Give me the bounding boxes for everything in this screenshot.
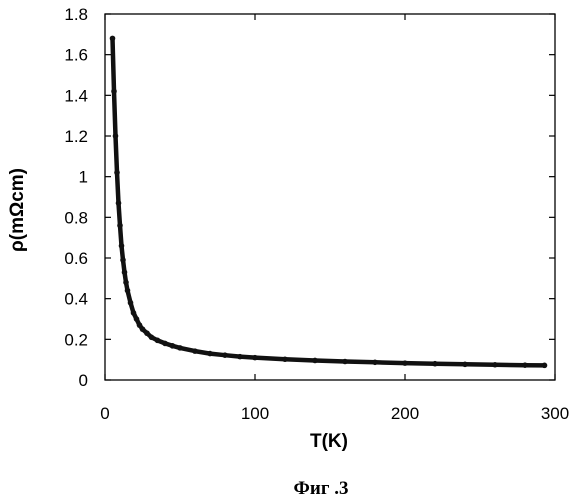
x-tick-label: 300 bbox=[541, 404, 569, 423]
data-point bbox=[222, 352, 228, 358]
data-point bbox=[110, 36, 116, 42]
y-axis-title: ρ(mΩcm) bbox=[7, 168, 28, 252]
data-point bbox=[192, 348, 198, 354]
data-point bbox=[113, 133, 119, 139]
series-line bbox=[113, 38, 545, 365]
data-point bbox=[282, 356, 288, 362]
data-point bbox=[155, 338, 161, 344]
data-point bbox=[140, 326, 146, 332]
data-point bbox=[123, 280, 129, 286]
data-point bbox=[119, 243, 125, 249]
data-point bbox=[120, 257, 126, 263]
y-tick-label: 0.8 bbox=[64, 208, 88, 227]
data-point bbox=[111, 88, 117, 94]
y-tick-label: 1.4 bbox=[64, 86, 88, 105]
data-point bbox=[131, 310, 137, 316]
data-point bbox=[134, 316, 140, 322]
data-point bbox=[462, 362, 468, 368]
y-tick-label: 0.4 bbox=[64, 290, 88, 309]
y-tick-label: 1.8 bbox=[64, 5, 88, 24]
y-tick-label: 1 bbox=[79, 168, 88, 187]
data-point bbox=[170, 343, 176, 349]
figure-caption: Фиг .3 bbox=[294, 478, 349, 499]
data-point bbox=[312, 358, 318, 364]
y-tick-label: 1.2 bbox=[64, 127, 88, 146]
data-point bbox=[144, 330, 150, 336]
data-point bbox=[149, 335, 155, 341]
data-point bbox=[116, 200, 122, 206]
data-point bbox=[162, 341, 168, 347]
data-point bbox=[114, 170, 120, 176]
x-tick-label: 0 bbox=[100, 404, 109, 423]
plot-frame bbox=[105, 14, 555, 380]
data-point bbox=[125, 288, 131, 294]
data-point bbox=[492, 362, 498, 368]
data-point bbox=[342, 359, 348, 365]
data-point bbox=[432, 361, 438, 367]
data-point bbox=[177, 345, 183, 351]
data-point bbox=[542, 363, 548, 369]
y-tick-label: 0.6 bbox=[64, 249, 88, 268]
data-point bbox=[117, 223, 123, 229]
x-axis-title: T(K) bbox=[310, 431, 348, 452]
y-tick-label: 0 bbox=[79, 371, 88, 390]
y-tick-label: 0.2 bbox=[64, 330, 88, 349]
data-point bbox=[237, 354, 243, 360]
x-tick-label: 200 bbox=[391, 404, 419, 423]
data-point bbox=[372, 360, 378, 366]
data-point bbox=[402, 360, 408, 366]
data-point bbox=[252, 355, 258, 361]
plot-area: 0 0.2 0.4 0.6 0.8 1 1.2 1.4 1.6 1.8 0 100 200 300 bbox=[64, 5, 569, 423]
data-point bbox=[207, 351, 213, 357]
data-point bbox=[522, 362, 528, 368]
data-point bbox=[128, 300, 134, 306]
x-tick-label: 100 bbox=[241, 404, 269, 423]
y-tick-label: 1.6 bbox=[64, 46, 88, 65]
data-point bbox=[122, 269, 128, 275]
